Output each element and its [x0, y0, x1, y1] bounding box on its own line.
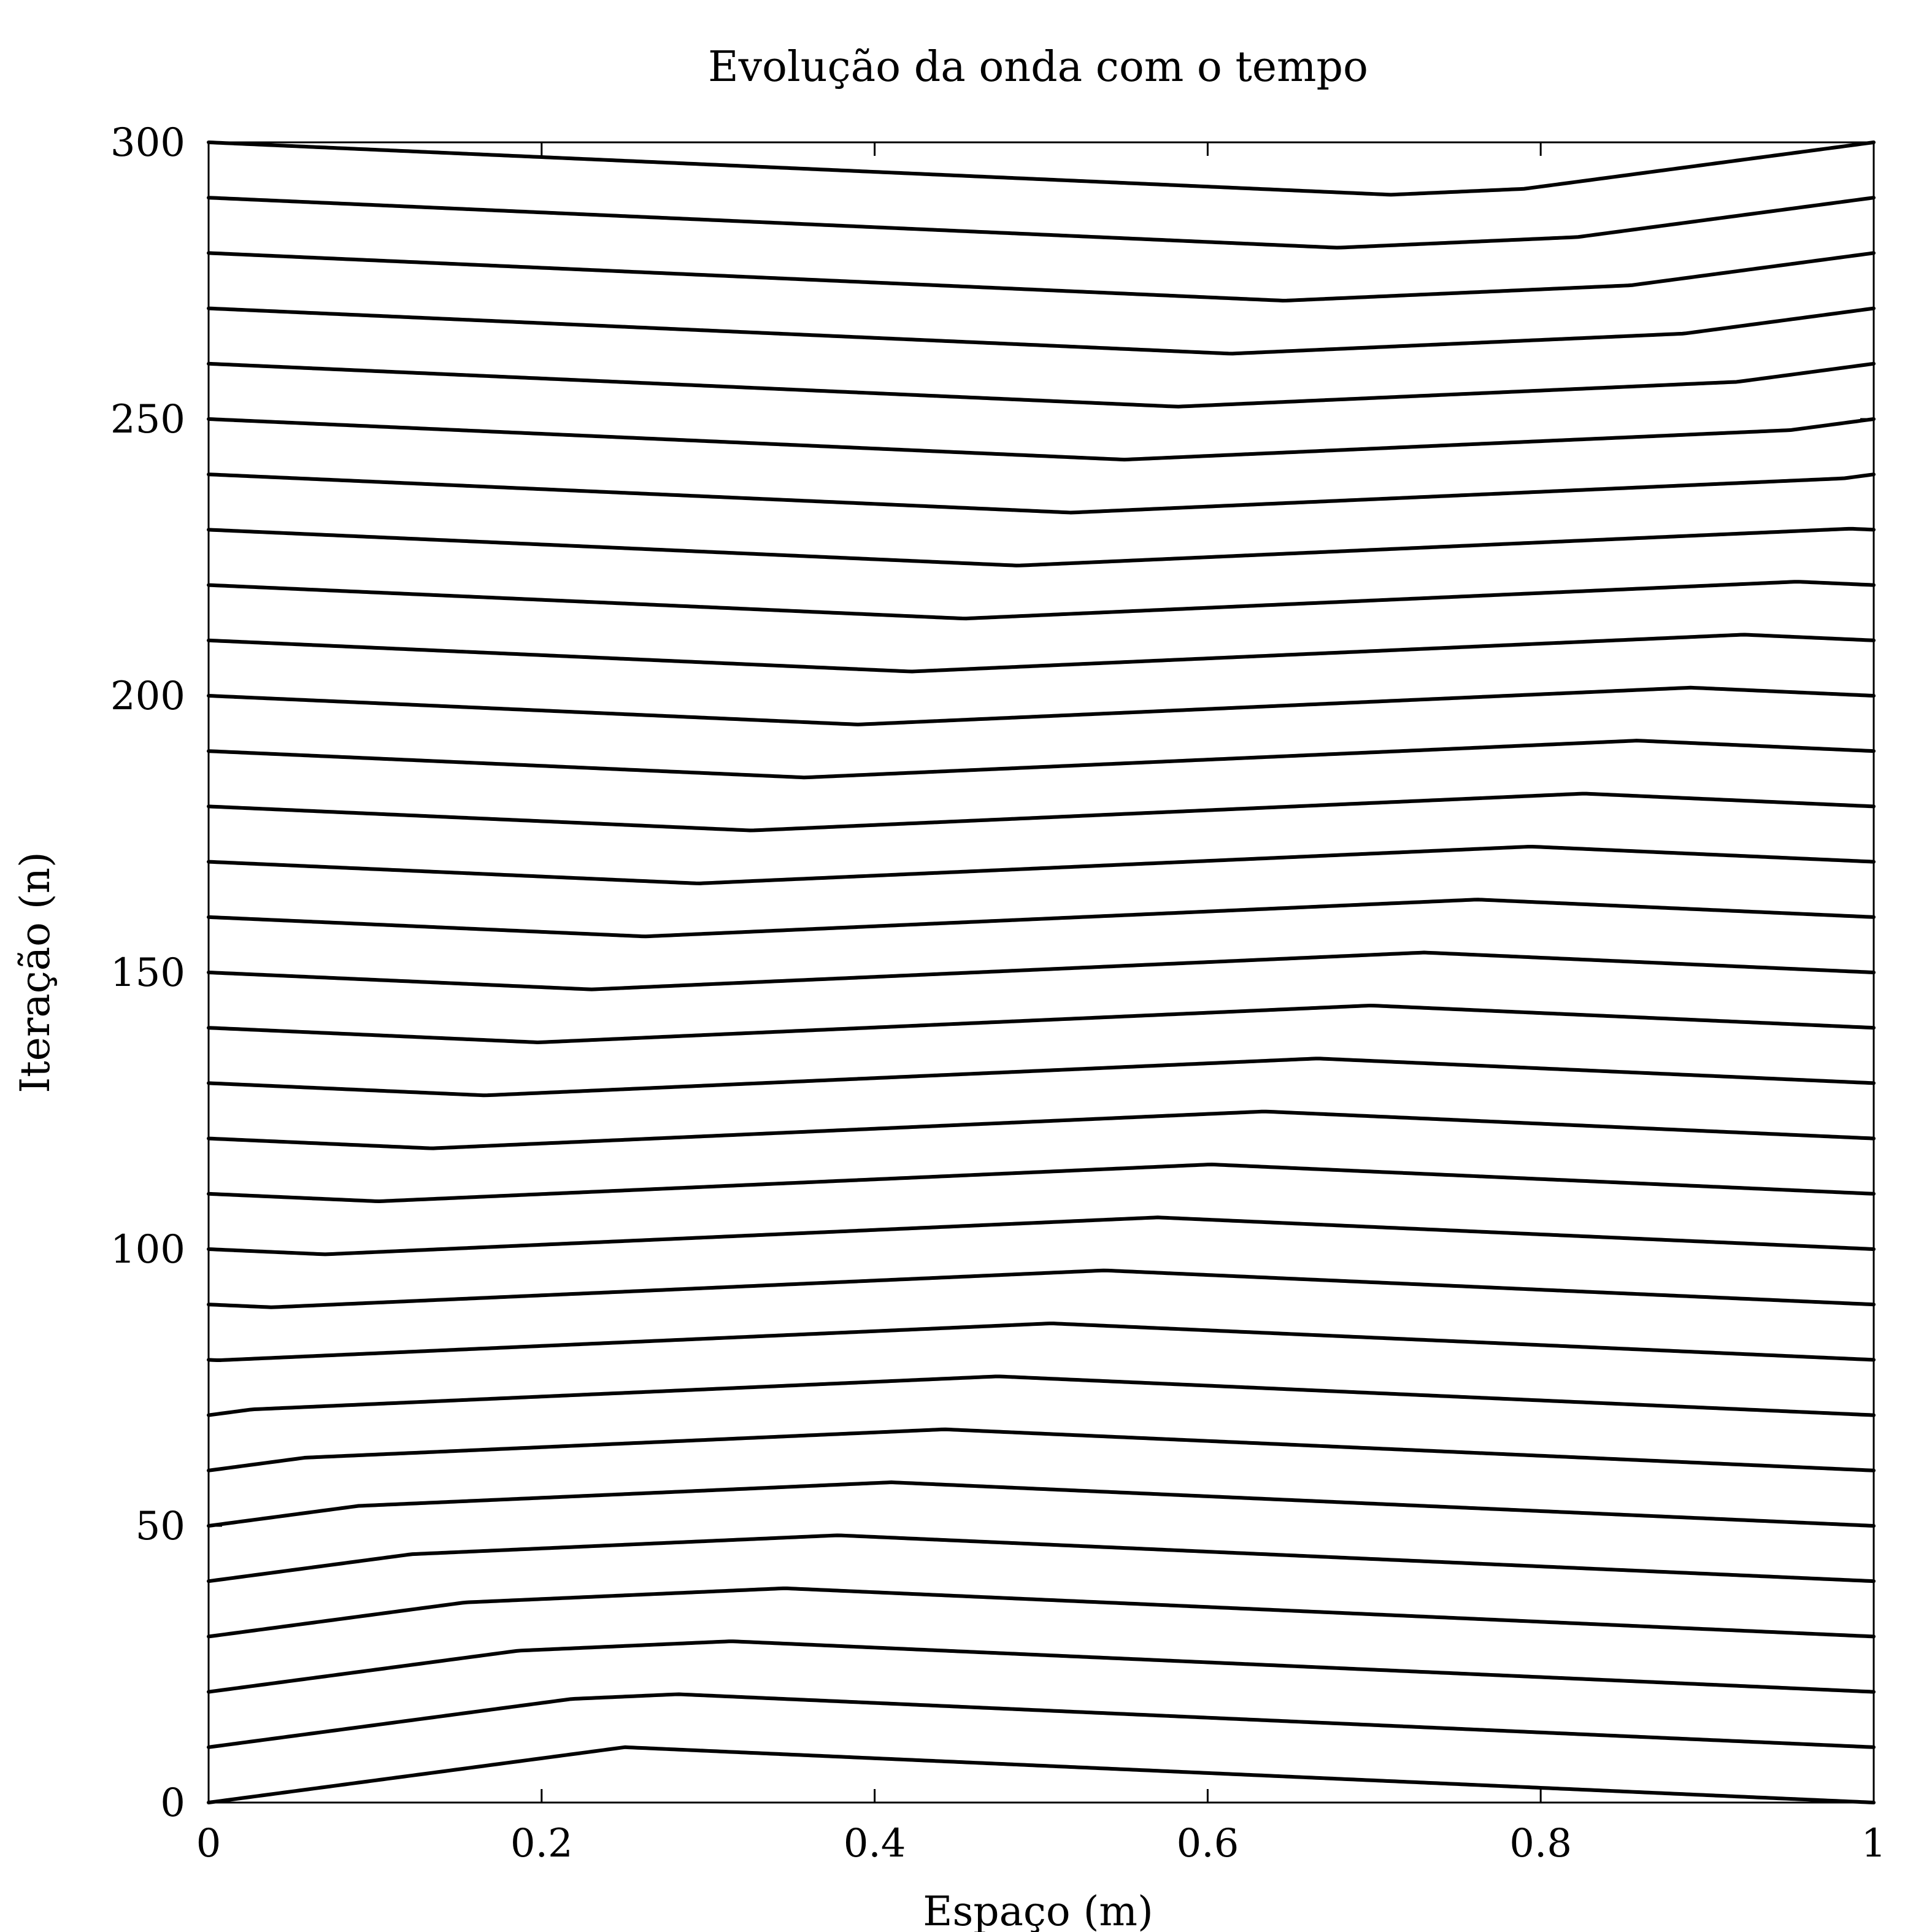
wave-line-n30	[207, 1586, 1876, 1639]
wave-line-n80	[207, 1322, 1876, 1362]
wave-lines-layer	[207, 140, 1876, 1804]
wave-line-n220	[207, 580, 1876, 621]
wave-line-n250	[207, 417, 1876, 462]
wave-line-n230	[207, 526, 1876, 568]
wave-line-n0	[207, 1745, 1876, 1804]
wave-line-n60	[207, 1427, 1876, 1472]
wave-line-n280	[207, 251, 1876, 302]
wave-line-n240	[207, 472, 1876, 515]
wave-line-n290	[207, 196, 1876, 250]
y-tick-label-5: 250	[110, 397, 185, 442]
x-tick-label-4: 0.8	[1509, 1821, 1572, 1866]
wave-line-n130	[207, 1056, 1876, 1098]
wave-line-n100	[207, 1215, 1876, 1257]
wave-line-n270	[207, 306, 1876, 356]
wave-line-n50	[207, 1480, 1876, 1528]
wave-line-n260	[207, 361, 1876, 409]
wave-line-n140	[207, 1003, 1876, 1044]
x-tick-label-0: 0	[196, 1821, 221, 1866]
x-axis-label: Espaço (m)	[923, 1888, 1153, 1932]
wave-line-n160	[207, 898, 1876, 939]
x-tick-label-1: 0.2	[510, 1821, 573, 1866]
y-tick-label-4: 200	[110, 674, 185, 719]
y-tick-label-6: 300	[110, 120, 185, 166]
y-tick-label-1: 50	[136, 1504, 185, 1549]
wave-line-n70	[207, 1374, 1876, 1417]
wave-line-n200	[207, 685, 1876, 726]
x-tick-label-3: 0.6	[1177, 1821, 1239, 1866]
y-tick-label-3: 150	[110, 950, 185, 996]
wave-line-n10	[207, 1692, 1876, 1749]
axis-ticks-layer: 0 0.2 0.4 0.6 0.8 1 0 50 100 150 200 250 300	[110, 120, 1887, 1866]
wave-line-n40	[207, 1533, 1876, 1584]
wave-line-n190	[207, 739, 1876, 780]
y-tick-label-2: 100	[110, 1227, 185, 1272]
wave-line-n90	[207, 1268, 1876, 1309]
wave-line-n170	[207, 844, 1876, 885]
wave-line-n210	[207, 633, 1876, 674]
wave-line-n300	[207, 140, 1876, 197]
wave-line-n20	[207, 1639, 1876, 1694]
x-tick-label-5: 1	[1861, 1821, 1887, 1866]
chart-title: Evolução da onda com o tempo	[708, 43, 1368, 91]
wave-line-n180	[207, 791, 1876, 833]
wave-line-n150	[207, 950, 1876, 991]
x-tick-label-2: 0.4	[844, 1821, 906, 1866]
y-axis-label: Iteração (n)	[12, 852, 59, 1093]
wave-line-n110	[207, 1162, 1876, 1204]
wave-line-n120	[207, 1109, 1876, 1150]
y-tick-label-0: 0	[160, 1780, 185, 1826]
